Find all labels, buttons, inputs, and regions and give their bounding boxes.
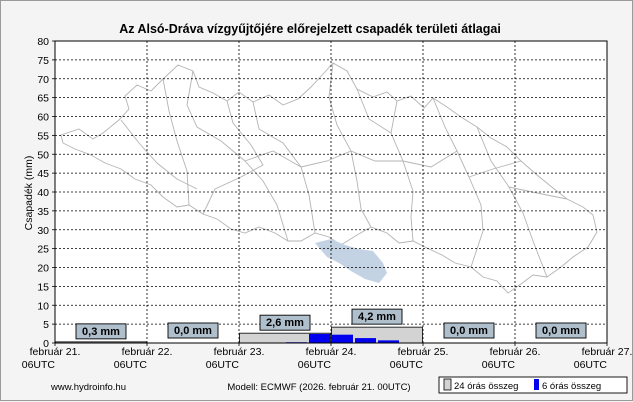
legend-swatch-24h xyxy=(444,379,451,390)
chart-legend: 24 órás összeg 6 órás összeg xyxy=(439,377,627,393)
x-tick-label-date: február 25. xyxy=(398,346,449,358)
x-tick-label-date: február 21. xyxy=(30,346,81,358)
legend-label-6h: 6 órás összeg xyxy=(542,381,601,392)
daily-total-label: 0,0 mm xyxy=(450,325,488,337)
x-tick-label-time: 06UTC xyxy=(482,359,516,371)
y-tick-label: 75 xyxy=(37,55,49,67)
x-tick-label-time: 06UTC xyxy=(206,359,240,371)
six-hour-bar xyxy=(355,338,376,343)
daily-total-label: 4,2 mm xyxy=(358,311,396,323)
x-tick-label-date: február 22. xyxy=(122,346,173,358)
x-tick-label-date: február 24. xyxy=(306,346,357,358)
x-tick-label-date: február 26. xyxy=(490,346,541,358)
y-tick-label: 10 xyxy=(37,300,49,312)
y-tick-label: 80 xyxy=(37,36,49,48)
x-tick-label-time: 06UTC xyxy=(114,359,148,371)
plot-area: 0,3 mm 0,0 mm 2,6 mm 4,2 mm 0,0 mm 0,0 mm xyxy=(55,41,607,343)
y-tick-label: 65 xyxy=(37,93,49,105)
daily-total-label: 0,0 mm xyxy=(174,325,212,337)
y-tick-label: 70 xyxy=(37,74,49,86)
y-tick-label: 50 xyxy=(37,149,49,161)
y-tick-label: 40 xyxy=(37,187,49,199)
chart-title: Az Alsó-Dráva vízgyűjtőjére előrejelzett… xyxy=(119,22,501,36)
y-tick-label: 60 xyxy=(37,112,49,124)
y-tick-label: 35 xyxy=(37,206,49,218)
x-tick-label-time: 06UTC xyxy=(298,359,332,371)
legend-swatch-6h xyxy=(534,379,539,390)
footer-model: Modell: ECMWF (2026. február 21. 00UTC) xyxy=(227,382,410,393)
x-tick-label-date: február 23. xyxy=(214,346,265,358)
y-tick-label: 15 xyxy=(37,281,49,293)
y-axis-label: Csapadék (mm) xyxy=(23,156,35,231)
x-tick-label-time: 06UTC xyxy=(574,359,608,371)
x-tick-label-date: február 27. xyxy=(582,346,633,358)
six-hour-bar xyxy=(309,334,330,343)
daily-total-label: 0,0 mm xyxy=(542,325,580,337)
x-tick-label-time: 06UTC xyxy=(22,359,56,371)
daily-total-label: 0,3 mm xyxy=(82,326,120,338)
x-tick-label-time: 06UTC xyxy=(390,359,424,371)
y-tick-label: 25 xyxy=(37,244,49,256)
footer-site: www.hydroinfo.hu xyxy=(50,382,126,393)
six-hour-bar xyxy=(332,335,353,343)
daily-total-label: 2,6 mm xyxy=(266,317,304,329)
y-tick-label: 20 xyxy=(37,263,49,275)
y-tick-label: 5 xyxy=(43,319,49,331)
y-tick-label: 55 xyxy=(37,130,49,142)
y-tick-label: 45 xyxy=(37,168,49,180)
y-tick-label: 30 xyxy=(37,225,49,237)
legend-label-24h: 24 órás összeg xyxy=(454,381,518,392)
